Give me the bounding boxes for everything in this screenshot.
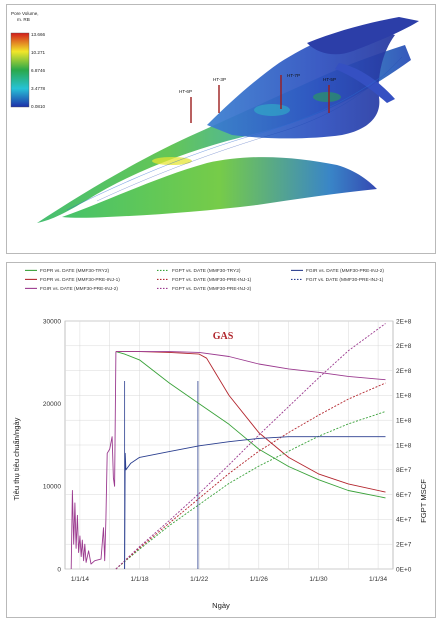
legend-label: FGIR vs. DATE (MMF30-PRE-INJ-2) [40,286,118,292]
x-tick-label: 1/1/26 [250,576,268,583]
legend-label: FGPR vs. DATE (MMF30-PRE-INJ-1) [40,277,120,283]
y2-axis-title: FGPT MSCF [419,479,428,523]
reservoir-layer-lower [62,157,377,218]
colorbar-tick: 13.666 [31,32,45,37]
well-label: HT-3P [213,77,226,82]
y2-tick-label: 0E+0 [396,566,412,573]
y2-tick-label: 2E+7 [396,542,412,549]
y-tick-label: 30000 [43,318,61,325]
colorbar-title-line-1: Pore Volume, [11,11,39,16]
series-line [115,351,386,493]
colorbar-tick: 0.0810 [31,104,45,109]
colorbar-title-line-2: m. RB [17,17,30,22]
chart-axes: 0 10000 20000 30000 0E+0 2E+7 4E+7 6E+7 8E+7 1E+8… [43,318,412,583]
y2-tick-label: 2E+8 [396,318,412,325]
series-line [115,411,386,570]
reservoir-model-panel: Pore Volume, m. RB 13.666 10.271 6.8746 … [6,4,436,254]
colorbar: Pore Volume, m. RB 13.666 10.271 6.8746 … [10,11,45,109]
x-axis-title: Ngày [212,601,230,610]
y-axis-title: Tiêu thụ tiêu chuẩn/ngày [12,417,21,500]
series-line [70,351,117,570]
colorbar-tick: 10.271 [31,50,45,55]
y2-tick-label: 2E+8 [396,343,412,350]
reservoir-layer-east [207,29,395,139]
series-line [115,351,386,499]
wells: HT-6P HT-3P HT-7P HT-5P [179,73,336,123]
colorbar-tick: 3.4778 [31,86,45,91]
series-line [124,436,386,570]
chart-title: GAS [213,331,234,342]
mid-pore-volume-zone [254,104,290,116]
y2-tick-label: 2E+8 [396,368,412,375]
legend-label: FGPR vs. DATE (MMF30-TRY2) [40,268,110,274]
chart-legend: FGPR vs. DATE (MMF30-TRY2) FGPT vs. DATE … [25,268,384,292]
well-label: HT-6P [179,89,192,94]
series-line [115,351,386,381]
legend-label: FGPT vs. DATE (MMF30-TRY2) [172,268,241,274]
mid-pore-volume-zone [313,92,341,102]
y2-tick-label: 1E+8 [396,442,412,449]
legend-label: FGIT vs. DATE (MMF30-PRE-INJ-1) [306,277,384,283]
x-tick-label: 1/1/14 [71,576,89,583]
reservoir-sliver-top [307,17,419,55]
y-tick-label: 10000 [43,484,61,491]
y2-tick-label: 6E+7 [396,492,412,499]
x-tick-label: 1/1/34 [369,576,387,583]
chart-series [70,323,386,570]
reservoir-model-view: Pore Volume, m. RB 13.666 10.271 6.8746 … [10,11,419,223]
well-label: HT-5P [323,77,336,82]
gas-production-chart: FGPR vs. DATE (MMF30-TRY2) FGPT vs. DATE … [12,268,428,610]
y2-tick-label: 1E+8 [396,393,412,400]
series-line [115,323,386,570]
y-tick-label: 20000 [43,401,61,408]
y2-tick-label: 8E+7 [396,467,412,474]
y-tick-label: 0 [57,566,61,573]
grid-line [96,56,403,202]
grid-line [66,64,398,211]
x-tick-label: 1/1/30 [309,576,327,583]
colorbar-gradient [10,32,30,108]
chart-grid [64,320,394,570]
y2-tick-label: 4E+7 [396,517,412,524]
colorbar-tick: 6.8746 [31,68,45,73]
x-tick-label: 1/1/22 [190,576,208,583]
reservoir-grid [37,17,419,223]
legend-label: FGPT vs. DATE (MMF30-PRE-INJ-2) [172,286,252,292]
legend-label: FGPT vs. DATE (MMF30-PRE-INJ-1) [172,277,252,283]
legend-label: FGIR vs. DATE (MMF30-PRE-INJ-2) [306,268,384,274]
gas-chart-panel: FGPR vs. DATE (MMF30-TRY2) FGPT vs. DATE … [6,262,436,618]
well-label: HT-7P [287,73,300,78]
y2-tick-label: 1E+8 [396,418,412,425]
reservoir-sliver-mid [335,63,395,103]
x-tick-label: 1/1/18 [131,576,149,583]
